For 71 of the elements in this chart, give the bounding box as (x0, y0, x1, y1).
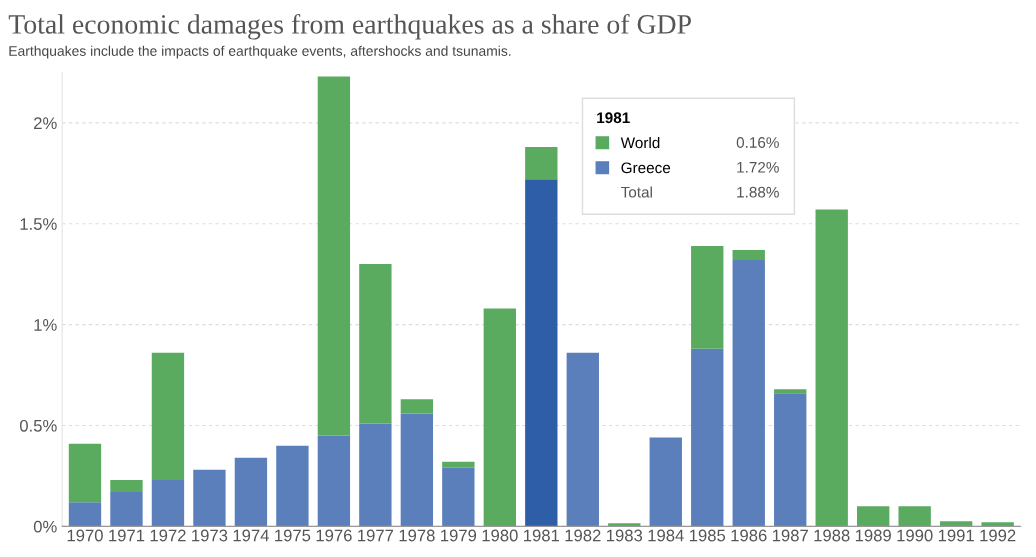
x-tick-label: 1983 (607, 529, 643, 542)
bar (234, 457, 268, 527)
bar (732, 260, 765, 527)
bar (400, 413, 434, 527)
bar (110, 479, 143, 493)
bar (857, 506, 890, 527)
bar (317, 76, 351, 436)
bar (691, 348, 724, 527)
bar (566, 352, 599, 527)
x-tick-label: 1990 (897, 529, 933, 542)
x-tick-label: 1986 (731, 529, 767, 542)
annotation: 1.72% (737, 161, 779, 173)
bar (276, 445, 309, 527)
annotation: 0.16% (736, 137, 779, 148)
x-tick-label: 1977 (358, 529, 394, 542)
x-tick-label: 1979 (441, 529, 477, 542)
x-tick-label: 1975 (275, 529, 311, 542)
x-tick-label: 1978 (399, 529, 435, 542)
annotation: 1.88% (737, 186, 779, 198)
x-tick-label: 1981 (524, 529, 560, 542)
bar (691, 245, 724, 349)
bar (732, 249, 765, 261)
bar (68, 502, 102, 527)
bar (110, 492, 143, 527)
x-tick-label: 1971 (109, 529, 145, 542)
x-tick-label: 1973 (192, 529, 228, 542)
bar (442, 461, 475, 468)
x-tick-label: 1976 (316, 529, 352, 542)
bar (151, 479, 185, 527)
bar (359, 264, 392, 424)
x-tick-label: 1992 (980, 529, 1016, 542)
y-tick-label: 1.5% (20, 218, 57, 230)
bar (151, 352, 185, 480)
bar (898, 506, 931, 527)
bar (608, 523, 641, 527)
x-tick-label: 1991 (938, 529, 974, 542)
x-tick-label: 1974 (233, 529, 269, 542)
x-tick-label: 1987 (772, 529, 808, 542)
chart-subtitle: Earthquakes include the impacts of earthquake events, aftershocks and tsunamis. (9, 45, 511, 59)
bar (483, 308, 516, 527)
bar (939, 521, 973, 527)
bar (981, 522, 1014, 527)
bar (815, 209, 848, 527)
annotation: Total (621, 186, 652, 198)
y-tick-label: 2% (34, 117, 57, 129)
x-tick-label: 1988 (814, 529, 850, 542)
bar (649, 437, 682, 527)
bar (525, 179, 558, 527)
y-tick-label: 1% (34, 319, 57, 331)
x-tick-label: 1970 (67, 529, 103, 542)
y-tick-label: 0% (33, 520, 57, 533)
x-tick-label: 1985 (689, 529, 726, 542)
bar (359, 423, 392, 527)
chart-title: Total economic damages from earthquakes as a share of GDP (8, 13, 691, 40)
x-tick-label: 1972 (150, 529, 186, 542)
legend-label: World (620, 136, 660, 149)
x-tick-label: 1982 (565, 529, 601, 542)
bar (525, 147, 558, 180)
y-tick-label: 0.5% (19, 419, 57, 432)
x-tick-label: 1984 (648, 529, 684, 542)
legend-label: Greece (621, 162, 671, 174)
bar (774, 389, 807, 394)
bar (400, 399, 434, 414)
bar (317, 435, 351, 527)
bar (193, 469, 226, 527)
bar (774, 393, 807, 527)
x-tick-label: 1989 (855, 529, 891, 542)
bar (442, 467, 475, 527)
x-tick-label: 1980 (482, 529, 518, 542)
bar (68, 443, 102, 503)
legend-title: 1981 (597, 112, 630, 124)
